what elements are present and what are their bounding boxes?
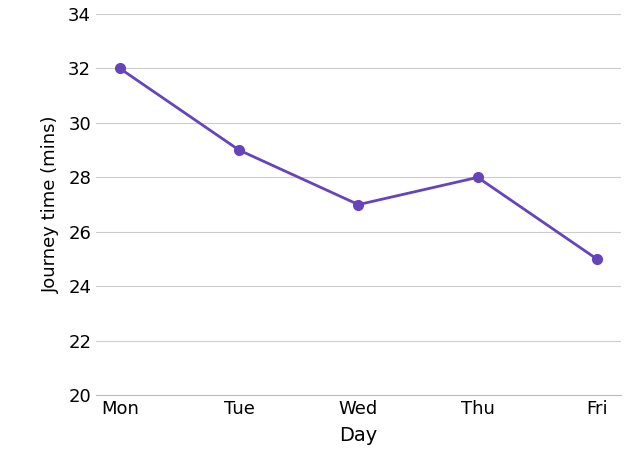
- X-axis label: Day: Day: [339, 426, 378, 445]
- Y-axis label: Journey time (mins): Journey time (mins): [42, 116, 60, 293]
